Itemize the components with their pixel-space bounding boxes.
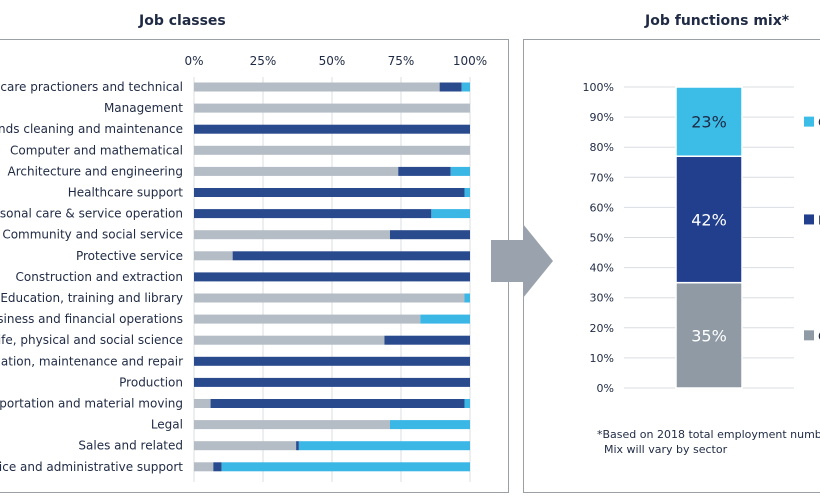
legend-label: I (818, 213, 820, 227)
x-tick-label: 25% (250, 54, 277, 68)
left-panel-title: Job classes (139, 13, 226, 29)
category-label: Management (104, 101, 183, 115)
category-label: Architecture and engineering (8, 164, 183, 178)
x-tick-label: 50% (319, 54, 346, 68)
bar-segment (464, 399, 470, 408)
y-tick-label: 40% (590, 262, 614, 275)
bar-segment (194, 420, 390, 430)
bar-segment (194, 251, 233, 261)
right-arrow-icon (491, 224, 553, 298)
category-label: Healthcare support (68, 186, 184, 200)
mix-segment (675, 86, 743, 157)
bar-segment (420, 314, 470, 324)
bar-segment (194, 103, 470, 113)
bar-segment (213, 462, 222, 472)
category-label: llation, maintenance and repair (0, 354, 183, 368)
legend-label: C (818, 329, 820, 343)
x-tick-label: 75% (388, 54, 415, 68)
y-tick-label: 80% (590, 141, 614, 154)
bar-segment (384, 335, 470, 345)
category-label: Computer and mathematical (10, 143, 183, 157)
bar-segment (439, 82, 462, 92)
bar-segment (464, 188, 470, 197)
footnote-line-1: *Based on 2018 total employment numb (597, 428, 820, 441)
legend-swatch (804, 214, 814, 225)
bar-segment (464, 293, 470, 303)
bar-segment (194, 441, 297, 451)
category-label: Production (119, 375, 183, 389)
category-label: Sales and related (78, 439, 183, 453)
bar-segment (194, 335, 385, 345)
bar-segment (389, 230, 470, 240)
bar-segment (194, 272, 470, 282)
job-classes-chart: 0% 25% 50% 75% 100% ncare practioners and tec… (0, 54, 487, 482)
category-label: Life, physical and social science (0, 333, 183, 347)
y-tick-label: 100% (583, 81, 614, 94)
legend-swatch (804, 116, 814, 127)
bar-segment (194, 209, 432, 219)
bar-segment (450, 166, 470, 176)
mix-segment-label: 23% (691, 113, 727, 132)
category-label: ncare practioners and technical (0, 80, 183, 94)
footnote: *Based on 2018 total employment numb Mix… (597, 427, 820, 457)
y-tick-label: 20% (590, 322, 614, 335)
bar-segment (194, 399, 211, 408)
category-label: Education, training and library (0, 291, 183, 305)
bar-segment (194, 314, 421, 324)
mix-segment-label: 35% (691, 326, 727, 345)
bar-segment (194, 124, 470, 134)
bar-segment (194, 356, 470, 366)
bar-segment (210, 399, 465, 408)
bar-segment (194, 188, 465, 197)
category-label: Community and social service (2, 228, 183, 242)
job-mix-chart: 0% 10% 20% 30% 40% 50% 60% 70% 80% 90% 100% 35% C 42%… (583, 81, 820, 395)
legend-label: C (818, 116, 820, 130)
category-label: siness and financial operations (0, 312, 183, 326)
bar-segment (194, 82, 440, 92)
bar-segment (194, 293, 465, 303)
category-label: rsonal care & service operation (0, 207, 183, 221)
bar-segment (221, 462, 470, 472)
mix-segment (675, 155, 743, 284)
bar-segment (296, 441, 299, 451)
category-label: fice and administrative support (0, 460, 183, 474)
category-label: sportation and material moving (0, 397, 183, 411)
category-label: Protective service (76, 249, 183, 263)
y-tick-label: 70% (590, 171, 614, 184)
bar-segment (194, 462, 214, 472)
y-tick-label: 50% (590, 232, 614, 245)
bar-segment (232, 251, 470, 261)
y-tick-label: 30% (590, 292, 614, 305)
category-label: unds cleaning and maintenance (0, 122, 183, 136)
bar-segment (298, 441, 470, 451)
x-tick-label: 0% (184, 54, 203, 68)
x-tick-label: 100% (453, 54, 487, 68)
y-tick-label: 90% (590, 111, 614, 124)
bar-segment (431, 209, 470, 219)
right-panel-title: Job functions mix* (645, 13, 790, 29)
mix-segment-label: 42% (691, 210, 727, 229)
category-label: Legal (151, 418, 183, 432)
y-tick-label: 10% (590, 352, 614, 365)
bar-segment (194, 145, 470, 155)
bar-segment (194, 166, 399, 176)
bar-segment (194, 377, 470, 387)
y-tick-label: 60% (590, 201, 614, 214)
legend-swatch (804, 330, 814, 341)
bar-segment (461, 82, 470, 92)
category-label: Construction and extraction (16, 270, 183, 284)
y-tick-label: 0% (597, 382, 614, 395)
footnote-line-2: Mix will vary by sector (604, 443, 728, 456)
bar-segment (389, 420, 470, 430)
bar-segment (194, 230, 390, 240)
mix-segment (675, 281, 743, 389)
bar-segment (398, 166, 451, 176)
